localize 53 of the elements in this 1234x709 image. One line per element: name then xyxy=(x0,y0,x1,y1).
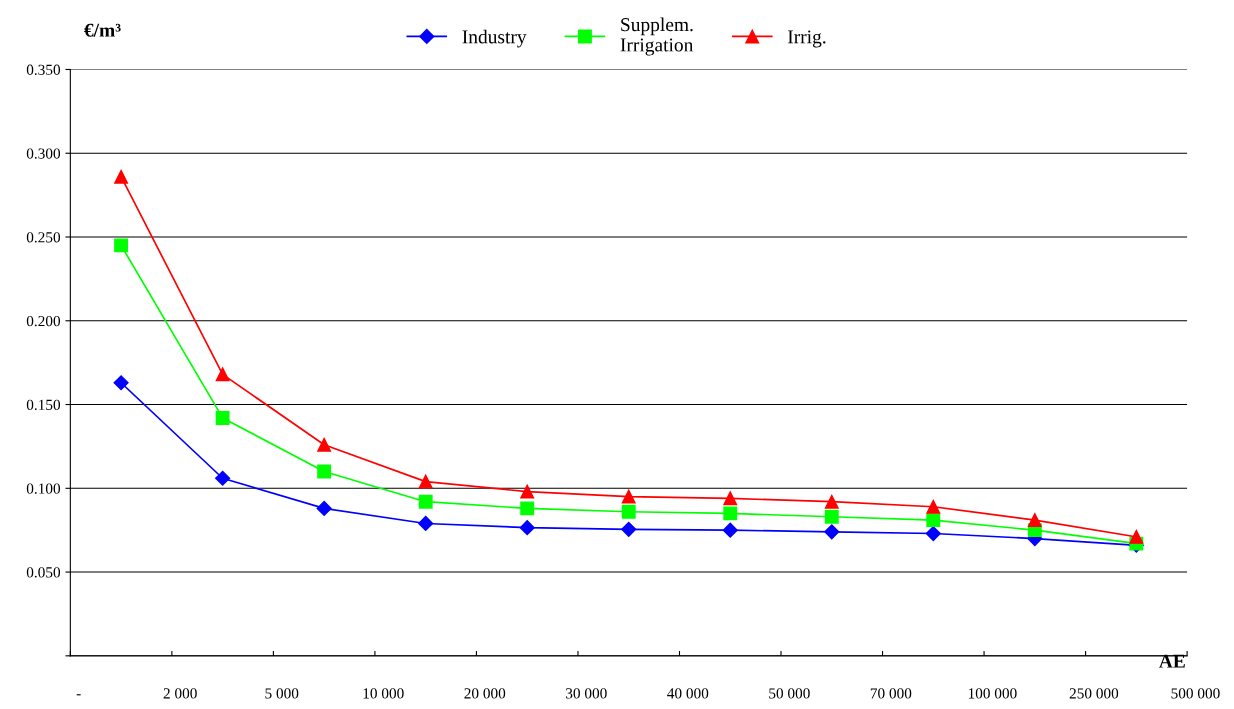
point xyxy=(621,521,637,537)
x-axis-title: AE xyxy=(1158,654,1185,668)
text: 500 000 xyxy=(1171,688,1220,699)
point xyxy=(723,506,738,521)
text: 50 000 xyxy=(769,688,810,699)
text: 20 000 xyxy=(464,688,506,699)
point xyxy=(418,515,434,532)
text: 2 000 xyxy=(163,688,197,699)
point xyxy=(113,375,129,391)
point xyxy=(520,484,535,499)
point xyxy=(824,509,839,524)
text: 40 000 xyxy=(667,688,709,699)
point xyxy=(520,501,535,516)
point xyxy=(722,522,738,538)
y-tick-label: 0.300 xyxy=(26,148,61,159)
point xyxy=(215,410,230,425)
text: 5 000 xyxy=(265,688,299,699)
point xyxy=(114,238,129,253)
point xyxy=(114,169,129,184)
y-tick-label: 0.350 xyxy=(26,64,61,75)
point xyxy=(317,464,332,479)
y-tick-label: 0.200 xyxy=(26,315,61,327)
y-tick-label: 0.150 xyxy=(26,399,61,411)
point xyxy=(1027,513,1042,528)
point xyxy=(215,470,231,486)
point xyxy=(926,499,941,514)
point xyxy=(824,494,839,509)
point xyxy=(316,500,332,516)
text: 100 000 xyxy=(968,688,1017,699)
text: 250 000 xyxy=(1069,688,1119,699)
point xyxy=(723,491,738,506)
point xyxy=(418,494,433,509)
y-tick-label: 0.100 xyxy=(26,483,61,494)
legend-label: Irrig. xyxy=(787,30,826,48)
point xyxy=(418,474,433,489)
text: - xyxy=(76,694,81,696)
text: 10 000 xyxy=(363,688,404,699)
legend-label: Industry xyxy=(462,29,527,48)
point xyxy=(1129,529,1144,544)
text: 30 000 xyxy=(566,688,607,699)
point xyxy=(926,513,941,528)
text: 70 000 xyxy=(870,688,912,699)
point xyxy=(621,504,636,519)
point xyxy=(317,437,332,452)
y-tick-label: 0.250 xyxy=(26,232,61,243)
point xyxy=(824,524,840,540)
legend-label: Supplem. Irrigation xyxy=(620,17,694,56)
point xyxy=(215,367,230,382)
point xyxy=(925,525,941,542)
y-tick-label: 0.050 xyxy=(26,567,61,578)
point xyxy=(621,489,636,504)
point xyxy=(519,520,535,536)
y-axis-title: €/m³ xyxy=(84,23,121,37)
